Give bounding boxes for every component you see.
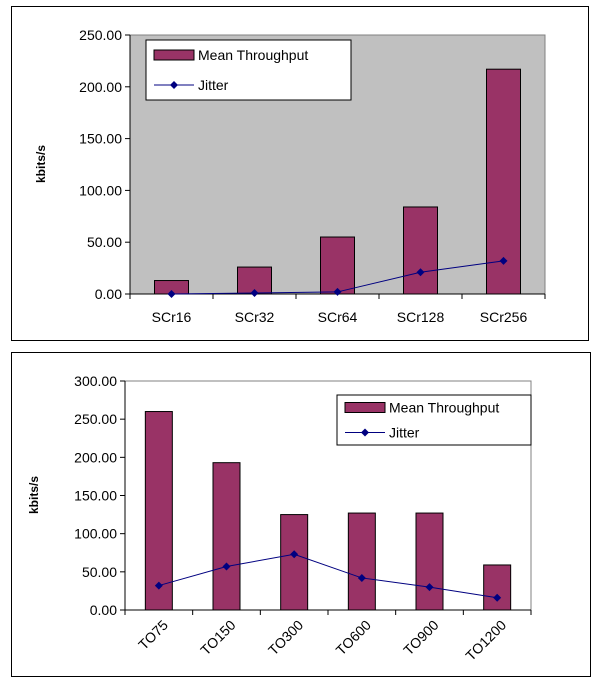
- jitter-point-scr32: [250, 288, 259, 297]
- bar-mean-throughput-to600: [347, 512, 376, 611]
- legend-swatch-mean-throughput: [344, 402, 386, 413]
- legend-label-mean-throughput: Mean Throughput: [389, 400, 499, 416]
- jitter-point-scr128: [416, 268, 425, 277]
- bar-mean-throughput-to300: [280, 514, 309, 611]
- bar-mean-throughput-scr256: [486, 68, 521, 295]
- jitter-point-to900: [425, 583, 434, 592]
- y-tick-label: 250.00: [74, 411, 117, 427]
- jitter-point-to600: [357, 573, 366, 582]
- x-tick-label: TO150: [197, 617, 239, 659]
- x-tick-label: TO75: [135, 617, 171, 653]
- x-tick-label: SCr128: [397, 309, 445, 325]
- y-axis-label: kbits/s: [34, 145, 48, 183]
- y-tick-label: 50.00: [87, 234, 122, 250]
- y-tick-label: 100.00: [74, 526, 117, 542]
- x-tick-label: SCr64: [318, 309, 358, 325]
- jitter-point-scr256: [499, 256, 508, 265]
- x-tick-label: TO600: [333, 617, 375, 659]
- y-tick-label: 100.00: [79, 182, 122, 198]
- y-tick-label: 0.00: [90, 602, 117, 618]
- bar-mean-throughput-to150: [212, 462, 241, 611]
- legend-label-jitter: Jitter: [389, 425, 420, 441]
- legend-label-mean-throughput: Mean Throughput: [198, 47, 308, 63]
- legend-swatch-mean-throughput: [153, 49, 195, 61]
- y-axis-label: kbits/s: [27, 476, 41, 514]
- jitter-point-to1200: [493, 593, 502, 602]
- jitter-point-to75: [154, 581, 163, 590]
- y-tick-label: 200.00: [74, 449, 117, 465]
- y-tick-label: 250.00: [79, 27, 122, 43]
- y-tick-label: 200.00: [79, 79, 122, 95]
- x-tick-label: SCr32: [235, 309, 275, 325]
- legend-label-jitter: Jitter: [198, 77, 229, 93]
- bar-mean-throughput-to1200: [483, 564, 512, 611]
- y-tick-label: 50.00: [82, 564, 117, 580]
- y-tick-label: 0.00: [95, 286, 122, 302]
- jitter-point-scr16: [167, 290, 176, 298]
- y-tick-label: 300.00: [74, 373, 117, 389]
- y-tick-label: 150.00: [74, 488, 117, 504]
- legend-swatch-jitter-marker: [361, 428, 369, 437]
- jitter-point-to150: [222, 562, 231, 571]
- jitter-point-to300: [290, 550, 299, 559]
- bar-mean-throughput-to75: [144, 411, 173, 611]
- jitter-line: [158, 553, 498, 599]
- jitter-point-scr64: [333, 287, 342, 296]
- x-tick-label: TO300: [265, 617, 307, 659]
- x-tick-label: TO1200: [462, 617, 509, 664]
- legend-swatch-jitter-marker: [170, 81, 178, 89]
- x-tick-label: TO900: [400, 617, 442, 659]
- y-tick-label: 150.00: [79, 131, 122, 147]
- x-tick-label: SCr16: [152, 309, 192, 325]
- bar-mean-throughput-to900: [415, 512, 444, 611]
- x-tick-label: SCr256: [480, 309, 528, 325]
